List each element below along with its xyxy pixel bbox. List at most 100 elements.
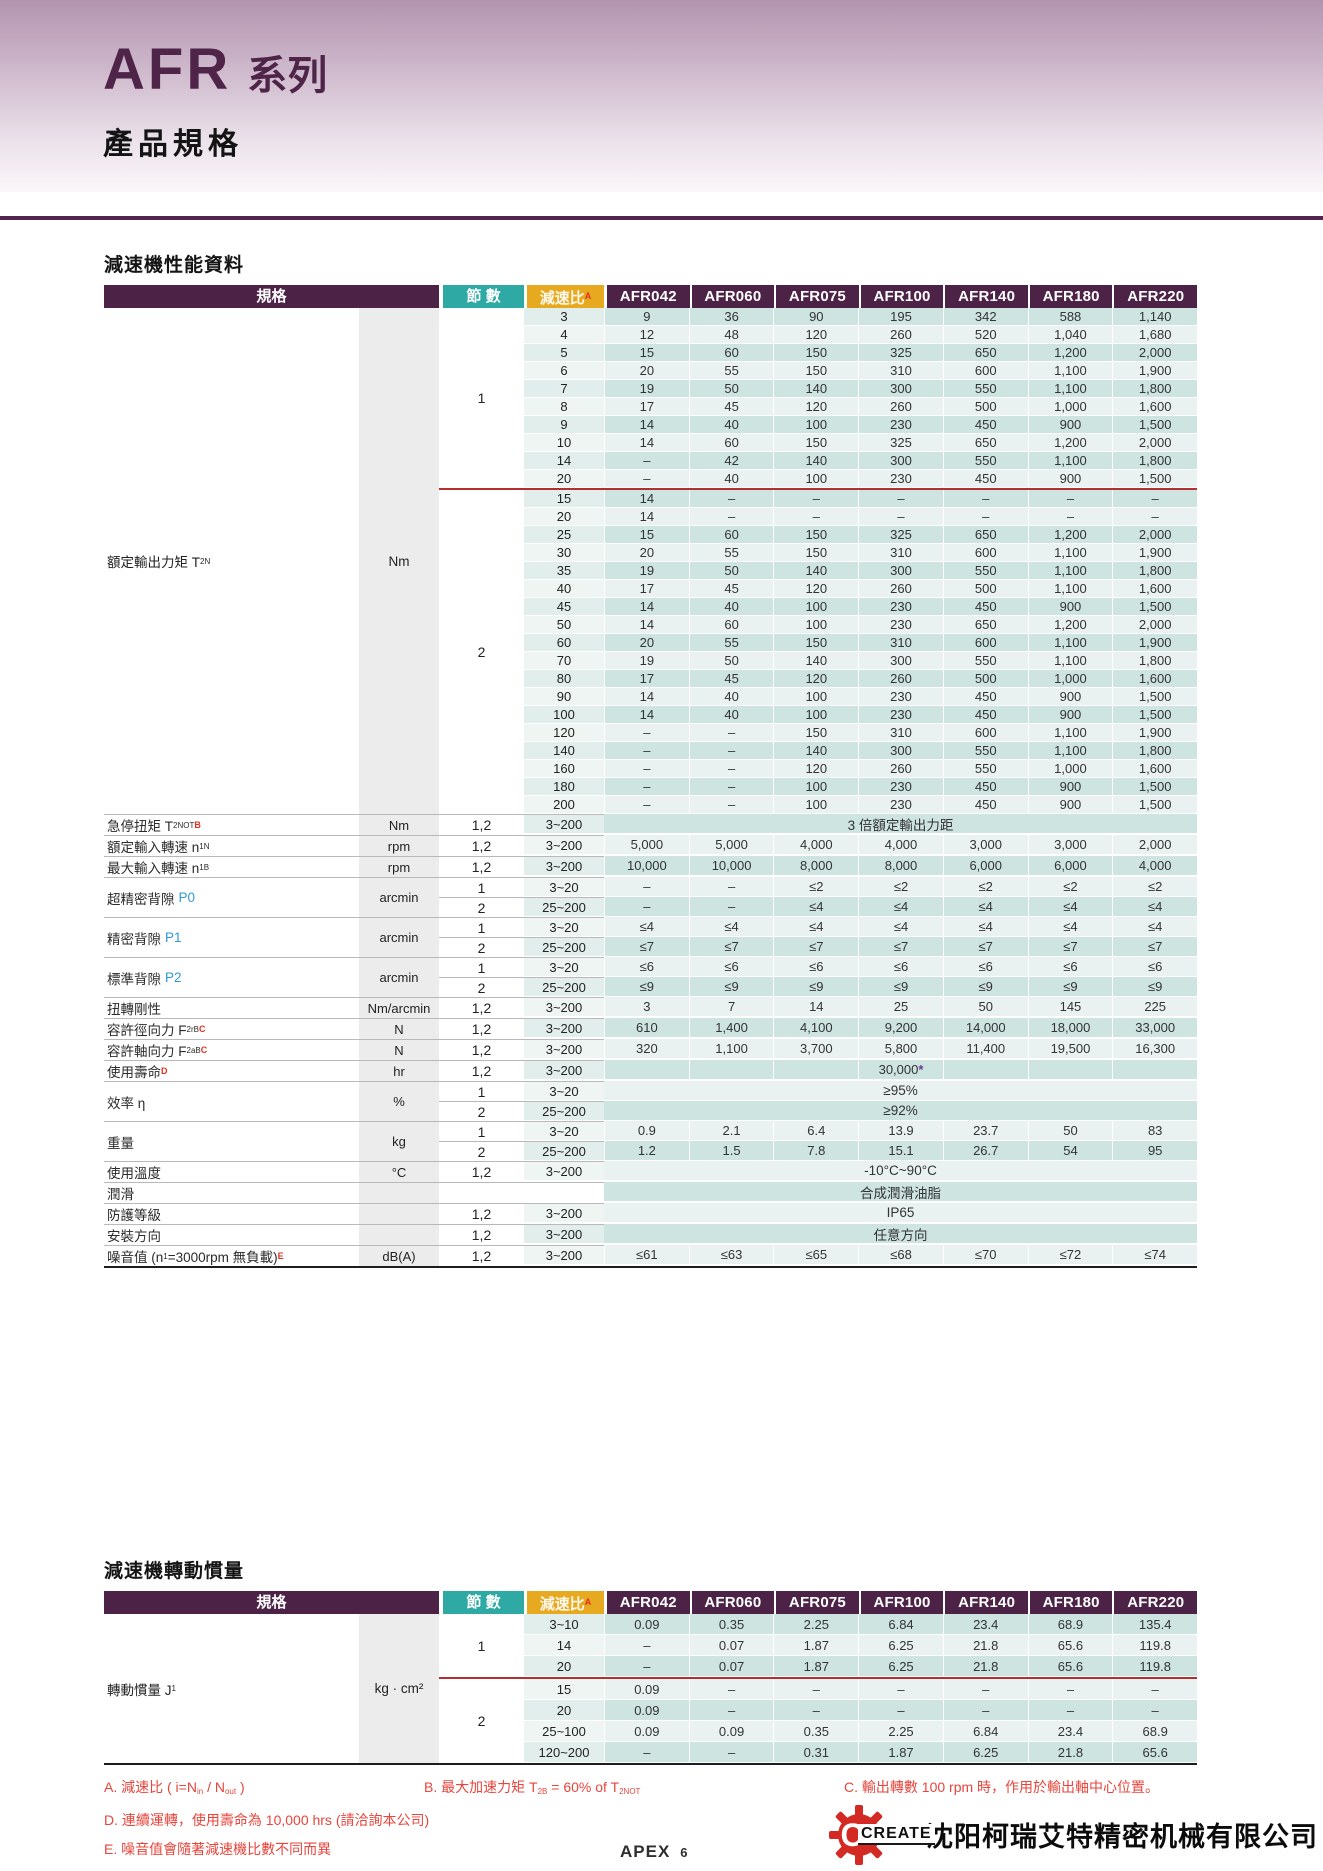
value-cell: 550 <box>942 562 1028 580</box>
ratio-cell: 35 <box>524 562 604 580</box>
unit-cell: Nm/arcmin <box>359 997 439 1018</box>
value-cell: – <box>773 1700 859 1721</box>
ratio-cell: 25~100 <box>524 1721 604 1742</box>
value-cell: 100 <box>773 688 859 706</box>
value-cell: ≤4 <box>604 917 689 937</box>
value-cell: 1,100 <box>1027 380 1113 398</box>
span-value-cell: 任意方向 <box>604 1224 1197 1244</box>
property-row: 1,2 3~200 610 1,400 4,100 9,200 14,000 18,000 33… <box>439 1018 1198 1038</box>
value-cell: – <box>604 778 689 796</box>
property-row: 1 3~20 ≤6 ≤6 ≤6 ≤6 ≤6 ≤6 ≤6 <box>439 957 1198 977</box>
property-row: 1 3~20 ≤4 ≤4 ≤4 ≤4 ≤4 ≤4 ≤4 <box>439 917 1198 937</box>
value-cell: 19 <box>604 562 689 580</box>
value-cell: ≤2 <box>1112 877 1198 897</box>
value-cell: – <box>858 490 943 508</box>
ratio-cell: 3~200 <box>524 1039 604 1059</box>
value-cell: 83 <box>1112 1121 1198 1141</box>
value-cell: ≤4 <box>773 897 859 917</box>
value-cell: 13.9 <box>858 1121 943 1141</box>
value-cell: 14 <box>604 490 689 508</box>
stage-cell <box>439 1182 524 1202</box>
data-row: 50 14 60 100 230 650 1,200 2,000 <box>524 616 1198 634</box>
value-cell: 120 <box>773 398 859 416</box>
value-cell: 6.4 <box>773 1121 859 1141</box>
property-row: 2 25~200 1.2 1.5 7.8 15.1 26.7 54 95 <box>439 1141 1198 1161</box>
stage-cell: 2 <box>477 644 486 660</box>
value-cell: 300 <box>858 742 943 760</box>
stage-cell: 2 <box>439 1101 524 1121</box>
property-rows: 1,2 3~200 5,000 5,000 4,000 4,000 3,000 3,000 2,… <box>439 835 1198 856</box>
property-group: 標準背隙 P2 arcmin 1 3~20 ≤6 ≤6 ≤6 ≤6 ≤6 ≤6 ≤6 2 25~200 ≤9… <box>104 957 1198 997</box>
value-cell: – <box>858 1679 943 1700</box>
value-cell: 900 <box>1027 470 1113 488</box>
value-cell: 5,000 <box>604 835 689 855</box>
value-cell: 14 <box>604 416 689 434</box>
value-cell: 150 <box>773 344 859 362</box>
value-cell: ≤2 <box>858 877 943 897</box>
unit-cell: arcmin <box>359 917 439 957</box>
value-cell: 1.87 <box>773 1635 859 1656</box>
value-cell: 9 <box>604 308 689 326</box>
data-row: 14–42 140 300 550 1,100 1,800 <box>524 452 1198 470</box>
value-cell: ≤9 <box>942 977 1028 997</box>
unit-cell: kg · cm² <box>359 1614 439 1763</box>
value-cell: 1,100 <box>1027 724 1113 742</box>
value-cell: 100 <box>773 796 859 814</box>
value-cell: 260 <box>858 580 943 598</box>
value-cell: – <box>688 1700 774 1721</box>
value-cell: 0.09 <box>604 1679 689 1700</box>
value-cell: 14 <box>604 616 689 634</box>
header-divider <box>0 216 1323 220</box>
value-cell: 1.87 <box>773 1656 859 1677</box>
value-cell: 20 <box>604 634 689 652</box>
data-row: 45 14 40 100 230 450 900 1,500 <box>524 598 1198 616</box>
value-cell: 42 <box>688 452 774 470</box>
property-rows: 1,2 3~200 IP65 <box>439 1203 1197 1224</box>
property-group: 使用溫度 °C 1,2 3~200 -10°C~90°C <box>104 1161 1197 1182</box>
value-cell: 135.4 <box>1112 1614 1198 1635</box>
subscript: out <box>224 1787 237 1796</box>
merged-spec-group: 轉動慣量 J 1 kg · cm² 1 3~10 0.09 0.35 2.25 6.84 23.4… <box>104 1614 1198 1763</box>
ratio-cell: 9 <box>524 416 604 434</box>
stage-rows: 15 0.09– – – – – –20 0.09– – – – – –25~100 0.09 0.09 0.… <box>524 1679 1198 1763</box>
ratio-cell: 60 <box>524 634 604 652</box>
property-row: 1 3~20 ≥95% <box>439 1081 1197 1101</box>
data-row: 20–0.07 1.87 6.25 21.8 65.6 119.8 <box>524 1656 1198 1677</box>
value-cell: – <box>604 760 689 778</box>
data-row: 6 20 55 150 310 600 1,100 1,900 <box>524 362 1198 380</box>
data-row: 60 20 55 150 310 600 1,100 1,900 <box>524 634 1198 652</box>
value-cell: 260 <box>858 760 943 778</box>
value-cell: ≤70 <box>942 1245 1028 1265</box>
value-cell: – <box>604 1635 689 1656</box>
value-cell: 450 <box>942 598 1028 616</box>
ratio-cell: 25~200 <box>524 897 604 917</box>
value-cell: 68.9 <box>1112 1721 1198 1742</box>
property-rows: 1 3~20 ≥95% 2 25~200 ≥92% <box>439 1081 1197 1121</box>
value-cell: 14 <box>604 598 689 616</box>
data-row: 70 19 50 140 300 550 1,100 1,800 <box>524 652 1198 670</box>
value-cell: 3,700 <box>773 1039 859 1059</box>
property-row: 1,2 3~200 IP65 <box>439 1203 1197 1223</box>
unit-cell: °C <box>359 1161 439 1182</box>
stage-cell: 1,2 <box>439 1018 524 1038</box>
value-cell: 14 <box>604 706 689 724</box>
value-cell: 120 <box>773 760 859 778</box>
value-cell: 17 <box>604 580 689 598</box>
value-cell: 1,500 <box>1112 706 1198 724</box>
value-cell: ≤9 <box>604 977 689 997</box>
subscript: 1B <box>199 862 210 872</box>
property-group: 安裝方向 1,2 3~200 任意方向 <box>104 1224 1197 1245</box>
ratio-cell: 8 <box>524 398 604 416</box>
value-cell: 48 <box>688 326 774 344</box>
value-cell: 1,680 <box>1112 326 1198 344</box>
data-row: 140– –140 300 550 1,100 1,800 <box>524 742 1198 760</box>
stage-cell: 2 <box>477 1713 486 1729</box>
value-cell: 1,800 <box>1112 652 1198 670</box>
ratio-cell: 14 <box>524 452 604 470</box>
property-row: 1 3~20 0.9 2.1 6.4 13.9 23.7 50 83 <box>439 1121 1198 1141</box>
value-cell: 1,100 <box>1027 452 1113 470</box>
value-cell: 260 <box>858 398 943 416</box>
value-cell: ≤6 <box>688 957 774 977</box>
property-label: 潤滑 <box>104 1182 359 1203</box>
value-cell: 600 <box>942 544 1028 562</box>
